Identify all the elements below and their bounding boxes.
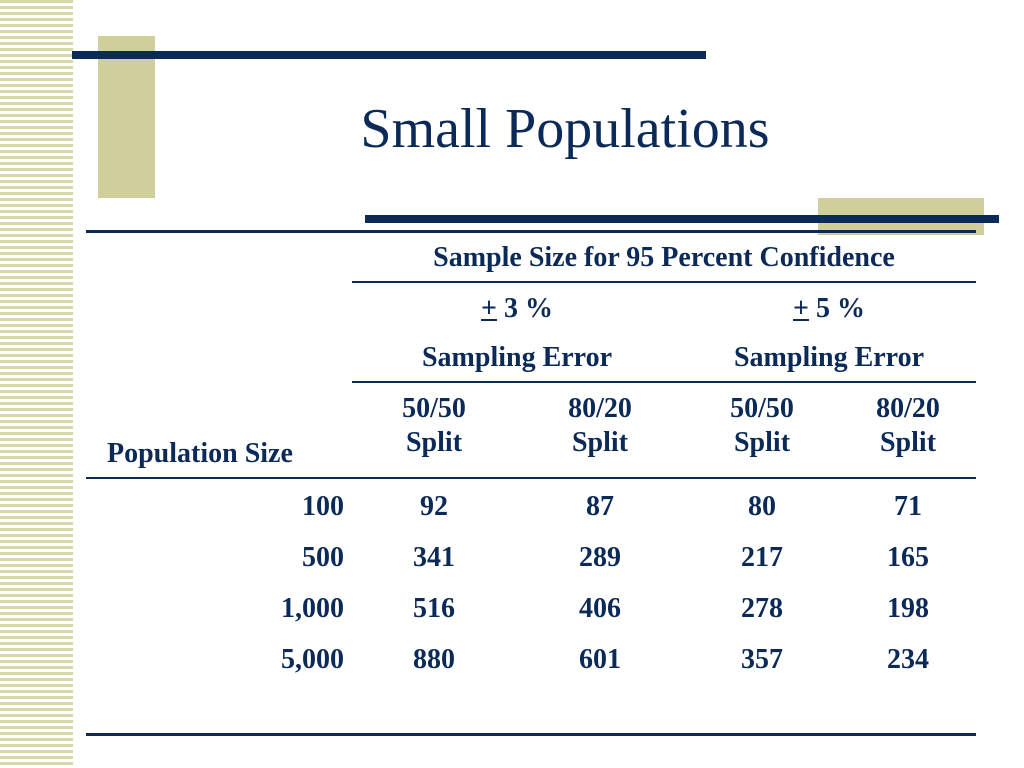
sample-size-cell: 278 (741, 593, 783, 624)
top-rule-decoration (72, 51, 706, 59)
sample-size-cell: 289 (579, 542, 621, 573)
split-header: 50/50 Split (372, 392, 496, 460)
group-subheader-5pct: Sampling Error (733, 342, 925, 373)
population-value: 100 (302, 491, 344, 522)
split-header: 80/20 Split (846, 392, 970, 460)
sample-size-cell: 87 (586, 491, 614, 522)
split-ratio: 50/50 (730, 393, 794, 424)
population-value: 5,000 (281, 644, 344, 675)
split-header: 50/50 Split (700, 392, 824, 460)
group-percent: 3 % (496, 293, 553, 324)
split-word: Split (571, 427, 629, 458)
plus-minus-sign: + (793, 293, 809, 324)
sample-size-cell: 601 (579, 644, 621, 675)
split-ratio: 50/50 (402, 393, 466, 424)
mid-rule-decoration (365, 215, 999, 223)
split-header: 80/20 Split (538, 392, 662, 460)
group-percent: 5 % (808, 293, 865, 324)
group-header-5pct: + 5 % (682, 292, 976, 326)
sample-size-cell: 165 (887, 542, 929, 573)
group-underline (352, 381, 976, 383)
population-size-header: Population Size (107, 438, 293, 469)
header-bottom-rule (86, 477, 976, 479)
table-top-rule (86, 230, 976, 233)
slide-title: Small Populations (360, 98, 770, 160)
table-bottom-rule (86, 733, 976, 736)
split-word: Split (733, 427, 791, 458)
sample-size-cell: 71 (894, 491, 922, 522)
group-subheader-3pct: Sampling Error (421, 342, 613, 373)
sample-size-cell: 880 (413, 644, 455, 675)
sample-size-cell: 341 (413, 542, 455, 573)
sample-size-cell: 198 (887, 593, 929, 624)
left-stripe-decoration (0, 0, 73, 768)
plus-minus-sign: + (481, 293, 497, 324)
split-ratio: 80/20 (876, 393, 940, 424)
group-header-3pct: + 3 % (352, 292, 682, 326)
sample-size-cell: 357 (741, 644, 783, 675)
split-word: Split (405, 427, 463, 458)
sample-size-cell: 516 (413, 593, 455, 624)
sample-size-cell: 234 (887, 644, 929, 675)
khaki-block-decoration (98, 36, 155, 198)
sample-size-cell: 217 (741, 542, 783, 573)
population-value: 1,000 (281, 593, 344, 624)
sample-size-cell: 406 (579, 593, 621, 624)
table-caption: Sample Size for 95 Percent Confidence (433, 242, 895, 273)
split-ratio: 80/20 (568, 393, 632, 424)
split-word: Split (879, 427, 937, 458)
sample-size-cell: 80 (748, 491, 776, 522)
sample-size-cell: 92 (420, 491, 448, 522)
population-value: 500 (302, 542, 344, 573)
caption-underline (352, 281, 976, 283)
